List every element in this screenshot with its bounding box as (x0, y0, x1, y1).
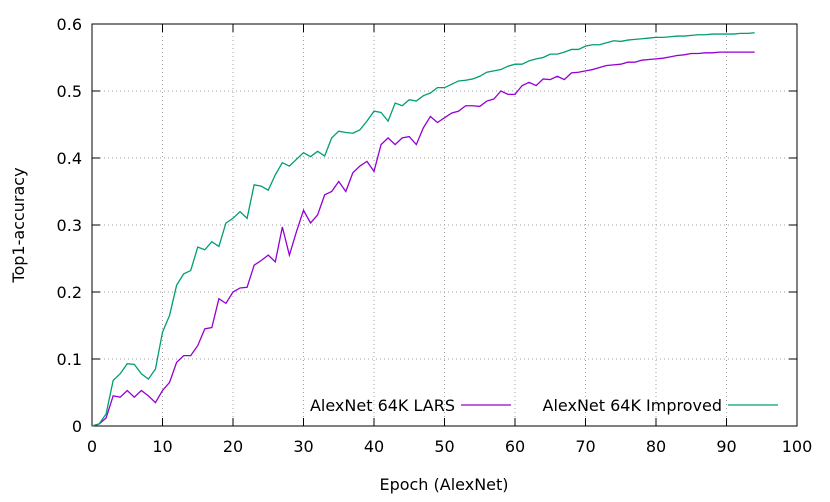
plot-frame (91, 23, 798, 427)
x-tick-label: 40 (364, 437, 384, 456)
data-line (91, 51, 755, 427)
legend-label: AlexNet 64K LARS (310, 396, 455, 415)
x-tick-label: 0 (87, 437, 97, 456)
legend-label: AlexNet 64K Improved (543, 396, 722, 415)
y-axis-label: Top1-accuracy (9, 167, 28, 283)
x-tick-label: 70 (575, 437, 595, 456)
x-axis-label: Epoch (AlexNet) (379, 475, 508, 494)
x-tick-label: 50 (434, 437, 454, 456)
y-tick-label: 0.3 (57, 216, 82, 235)
y-tick-label: 0.5 (57, 82, 82, 101)
y-tick-label: 0.1 (57, 350, 82, 369)
x-tick-label: 60 (505, 437, 525, 456)
x-tick-label: 90 (716, 437, 736, 456)
x-tick-label: 30 (293, 437, 313, 456)
x-tick-label: 100 (782, 437, 813, 456)
y-tick-label: 0.2 (57, 283, 82, 302)
x-tick-label: 10 (152, 437, 172, 456)
x-tick-label: 80 (646, 437, 666, 456)
y-tick-label: 0.6 (57, 15, 82, 34)
y-tick-label: 0 (72, 417, 82, 436)
data-line (91, 32, 755, 427)
y-tick-label: 0.4 (57, 149, 82, 168)
x-tick-label: 20 (223, 437, 243, 456)
